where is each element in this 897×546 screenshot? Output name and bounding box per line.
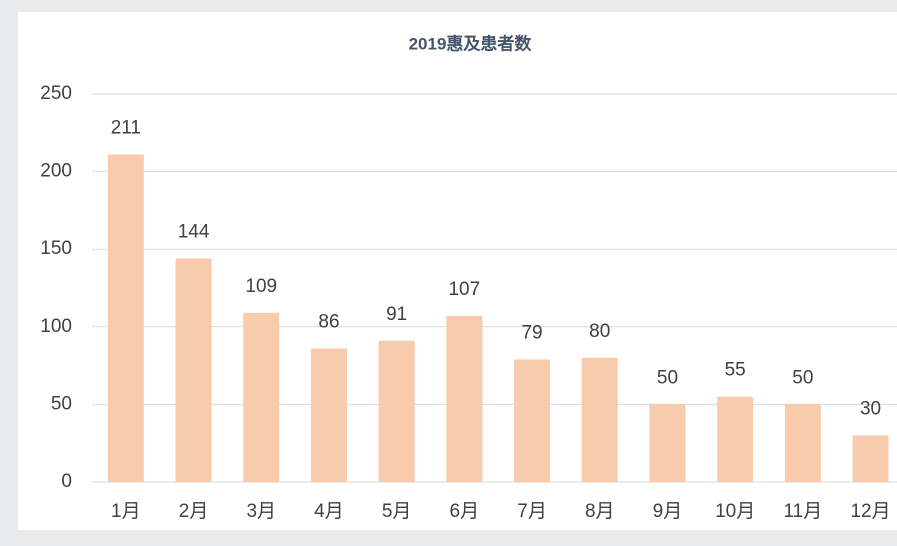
data-label: 79: [521, 322, 542, 343]
data-label: 211: [111, 118, 141, 139]
x-tick-label: 4月: [314, 501, 344, 522]
data-label: 30: [860, 398, 881, 419]
x-tick-label: 6月: [450, 501, 480, 522]
x-tick-label: 5月: [382, 501, 412, 522]
data-label: 109: [245, 276, 277, 297]
data-label: 50: [657, 367, 678, 388]
data-label: 50: [792, 367, 813, 388]
bar: [717, 396, 754, 482]
y-tick-label: 200: [40, 161, 72, 182]
bar: [446, 315, 483, 482]
x-tick-label: 1月: [111, 501, 141, 522]
data-label: 86: [318, 312, 339, 333]
bar: [243, 312, 280, 482]
bar: [107, 154, 144, 482]
x-tick-label: 7月: [517, 501, 547, 522]
bar: [310, 348, 347, 482]
data-label: 91: [386, 304, 407, 325]
x-tick-label: 8月: [585, 501, 615, 522]
bar: [378, 340, 415, 482]
bar: [581, 357, 618, 482]
data-label: 144: [178, 222, 210, 243]
x-tick-label: 10月: [715, 501, 755, 522]
bar: [852, 435, 889, 482]
y-tick-label: 100: [40, 316, 72, 337]
x-tick-label: 9月: [653, 501, 683, 522]
x-tick-label: 2月: [179, 501, 209, 522]
y-tick-label: 50: [51, 393, 72, 414]
bar: [649, 404, 686, 482]
chart-title: 2019惠及患者数: [409, 33, 533, 53]
bar: [175, 258, 212, 482]
y-tick-label: 250: [40, 83, 72, 104]
data-label: 80: [589, 321, 610, 342]
x-tick-label: 11月: [783, 501, 822, 522]
bar: [514, 359, 551, 482]
bar: [784, 404, 821, 482]
data-label: 55: [725, 360, 746, 381]
data-label: 107: [448, 279, 480, 300]
y-tick-label: 150: [40, 238, 72, 259]
x-tick-label: 3月: [246, 501, 276, 522]
y-tick-label: 0: [61, 471, 72, 492]
x-tick-label: 12月: [850, 501, 890, 522]
